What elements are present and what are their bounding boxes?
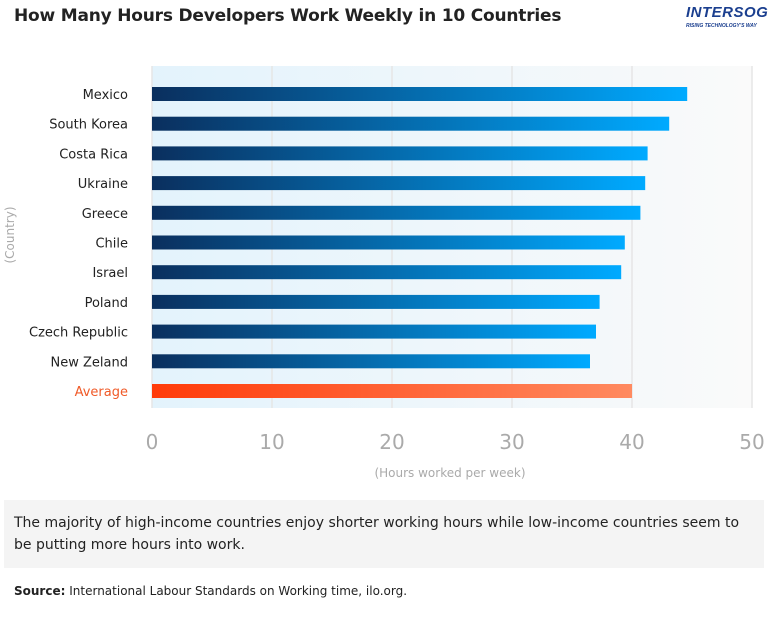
category-label: Average xyxy=(75,385,128,400)
average-bar xyxy=(152,384,632,398)
chart-title: How Many Hours Developers Work Weekly in… xyxy=(14,6,562,26)
bar xyxy=(152,235,625,250)
category-label: Israel xyxy=(92,266,128,281)
category-label: Greece xyxy=(82,207,128,222)
x-tick-label: 50 xyxy=(739,430,764,454)
x-axis-label: (Hours worked per week) xyxy=(374,466,526,480)
category-label: Ukraine xyxy=(78,177,128,192)
y-axis-label: (Country) xyxy=(3,206,17,264)
logo-text: INTERSOG xyxy=(686,4,768,21)
bar xyxy=(152,324,596,339)
category-label: South Korea xyxy=(49,118,128,133)
x-tick-label: 40 xyxy=(619,430,644,454)
category-label: Czech Republic xyxy=(29,326,128,341)
bar xyxy=(152,146,648,161)
category-label: Poland xyxy=(85,296,128,311)
logo-tagline: RISING TECHNOLOGY'S WAY xyxy=(686,23,757,29)
source-text: International Labour Standards on Workin… xyxy=(69,584,408,598)
intersog-logo: INTERSOG RISING TECHNOLOGY'S WAY xyxy=(686,4,768,34)
x-tick-label: 30 xyxy=(499,430,524,454)
bar xyxy=(152,354,590,369)
category-label: Chile xyxy=(95,237,128,252)
category-label: Costa Rica xyxy=(59,147,128,162)
bar xyxy=(152,265,622,280)
x-tick-label: 10 xyxy=(259,430,284,454)
bar xyxy=(152,294,600,309)
x-tick-label: 20 xyxy=(379,430,404,454)
category-label: New Zeland xyxy=(51,355,128,370)
x-tick-label: 0 xyxy=(146,430,159,454)
source: Source: International Labour Standards o… xyxy=(14,584,407,598)
bar-chart: Mexico South Korea Costa Rica Ukraine Greece… xyxy=(29,66,765,454)
bar xyxy=(152,176,646,191)
bar xyxy=(152,116,670,131)
category-label: Mexico xyxy=(83,88,128,103)
bar xyxy=(152,205,641,220)
source-label: Source: xyxy=(14,584,66,598)
summary-note: The majority of high-income countries en… xyxy=(4,500,764,568)
bar xyxy=(152,87,688,101)
